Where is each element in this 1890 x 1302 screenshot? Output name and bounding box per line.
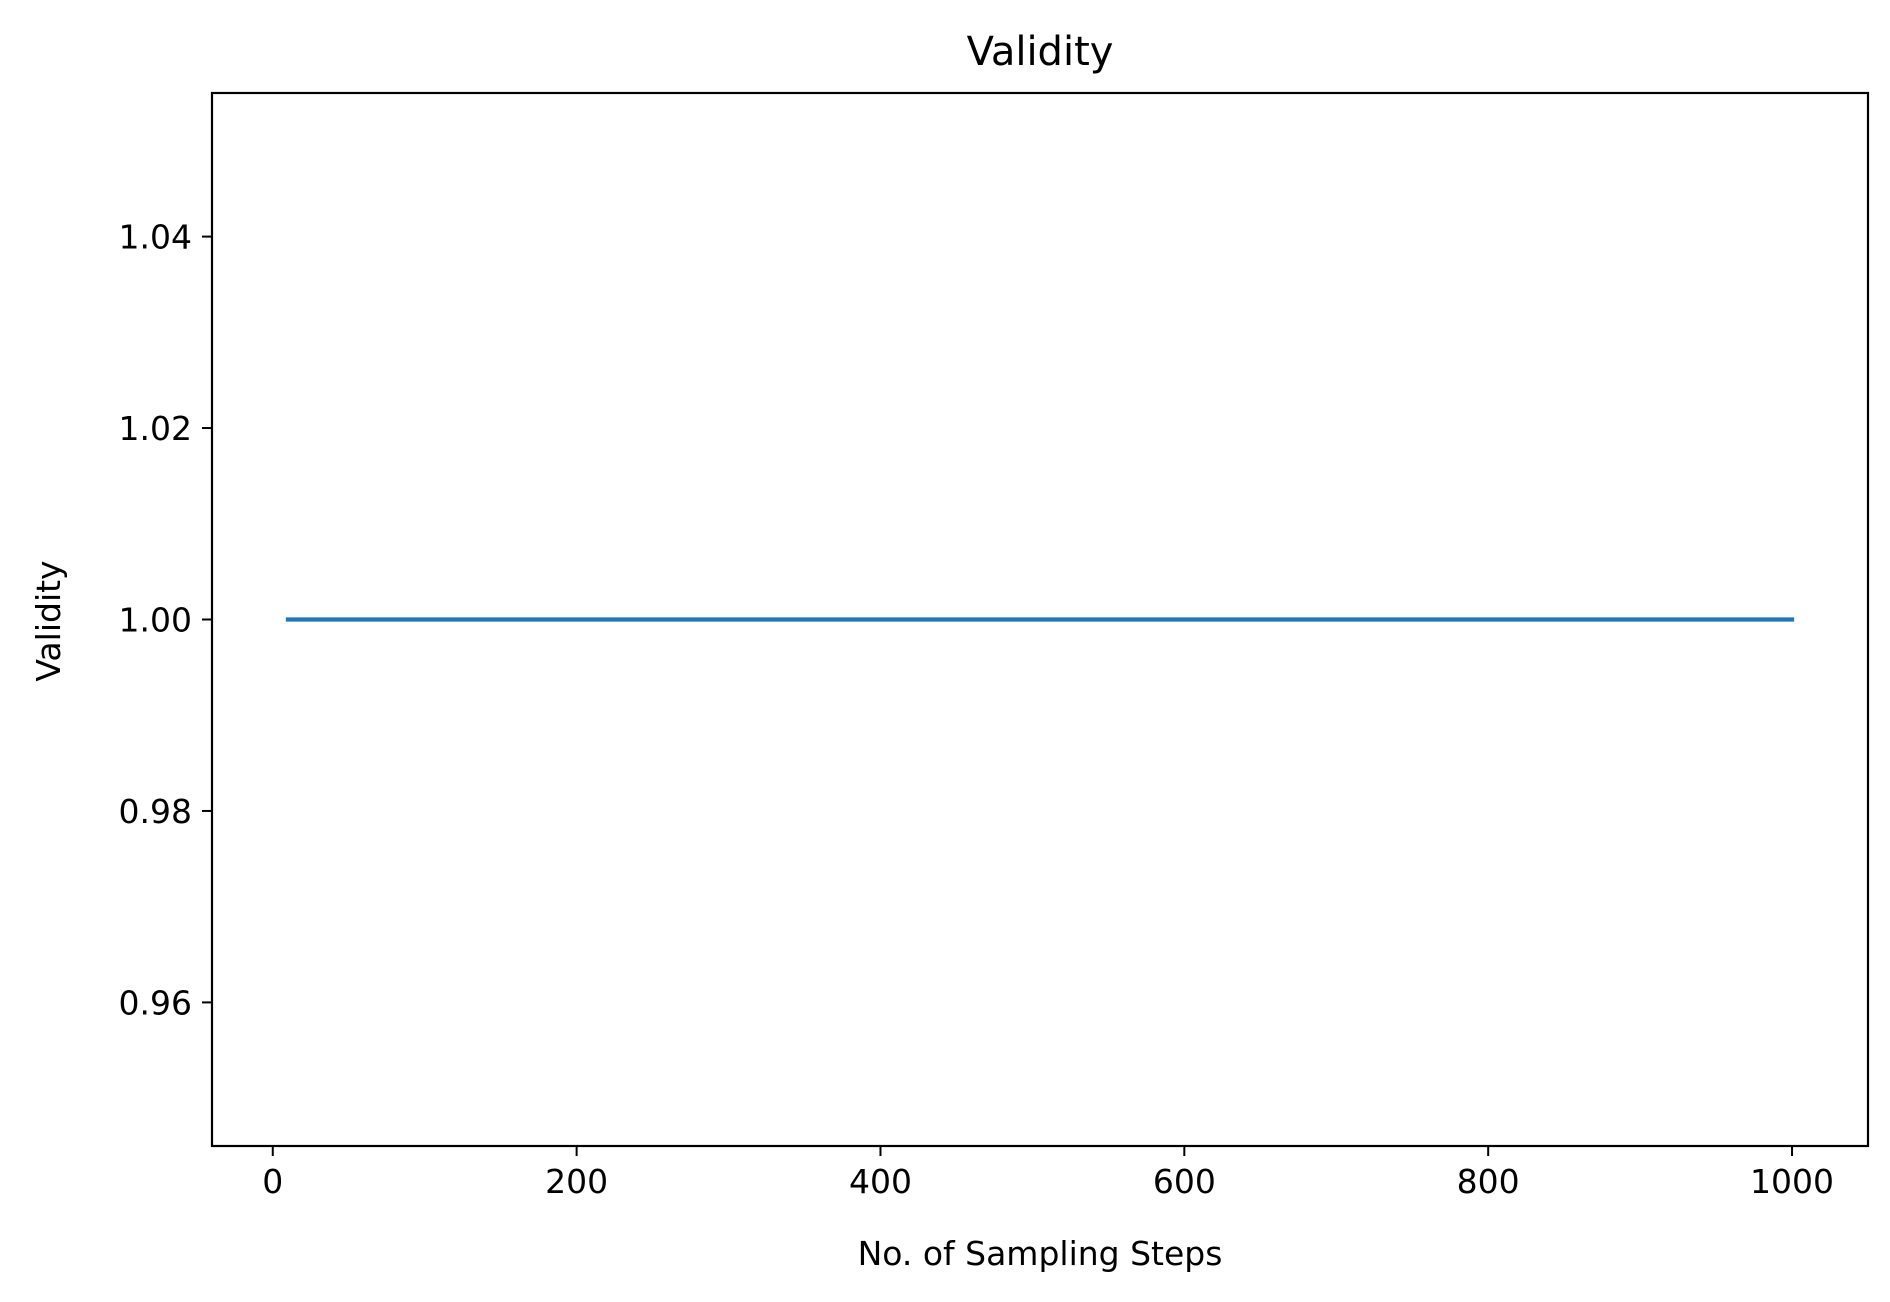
y-tick-label-1: 0.98 — [119, 792, 192, 831]
plot-area: 0 200 400 600 800 1000 0.96 0.98 1.00 1.02 1.04 — [119, 91, 1870, 1201]
x-axis-label: No. of Sampling Steps — [858, 1234, 1223, 1273]
y-tick-label-4: 1.04 — [119, 218, 192, 257]
x-tick-label-1: 200 — [545, 1162, 608, 1201]
chart-title: Validity — [967, 29, 1114, 75]
x-tick-label-3: 600 — [1153, 1162, 1216, 1201]
x-tick-label-0: 0 — [262, 1162, 283, 1201]
x-tick-label-5: 1000 — [1750, 1162, 1834, 1201]
y-tick-label-3: 1.02 — [119, 409, 192, 448]
x-tick-label-4: 800 — [1457, 1162, 1520, 1201]
y-tick-label-0: 0.96 — [119, 983, 192, 1022]
y-axis-label: Validity — [29, 560, 68, 681]
x-tick-label-2: 400 — [849, 1162, 912, 1201]
y-tick-label-2: 1.00 — [119, 601, 192, 640]
